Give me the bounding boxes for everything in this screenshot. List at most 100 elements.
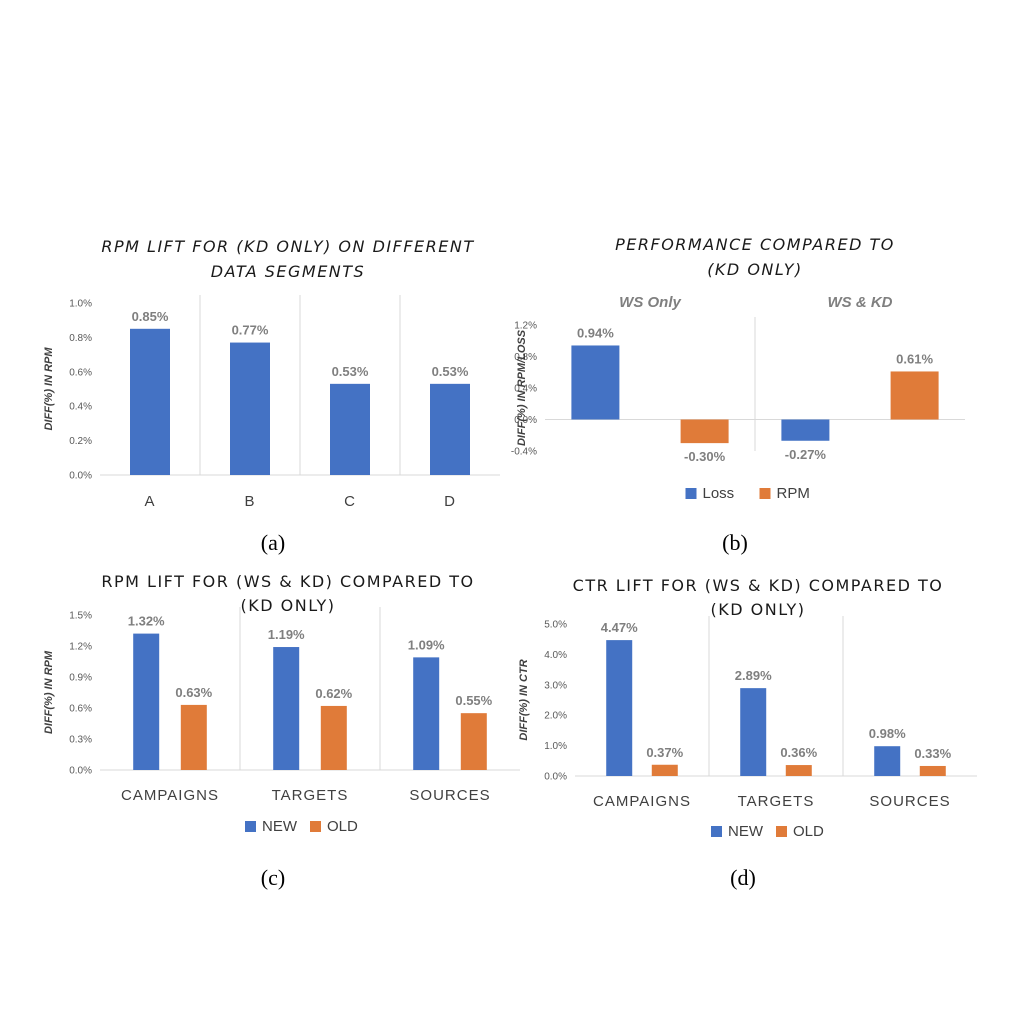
bar-c-0-1 [180,704,207,770]
bar-d-0-1 [651,764,678,776]
y-axis-label: DIFF(%) IN RPM [43,347,55,431]
data-label: 0.33% [914,746,951,761]
x-category-label: A [144,493,155,510]
chart-c-svg: RPM LIFT FOR (WS & KD) COMPARED TO (KD ON… [43,572,520,890]
data-label: 0.77% [232,323,269,338]
x-category-label: C [344,493,356,510]
y-tick-label: 4.0% [544,650,567,661]
chart-title-line: RPM LIFT FOR (WS & KD) COMPARED TO [101,572,474,591]
y-tick-label: 0.0% [69,471,92,482]
group-label: WS Only [619,294,681,311]
data-label: 0.55% [455,693,492,708]
data-label: 2.89% [735,668,772,683]
bar-a-1-0 [230,342,270,475]
y-tick-label: 0.4% [514,384,537,395]
group-label: WS & KD [828,294,893,311]
legend-label: RPM [777,485,810,502]
x-category-label: CAMPAIGNS [593,793,691,810]
figure-caption: (c) [261,865,285,890]
y-axis-label: DIFF(%) IN RPM/LOSS [516,329,528,446]
y-tick-label: 1.0% [69,299,92,310]
bar-c-0-0 [133,633,160,770]
x-category-label: B [244,493,255,510]
bar-d-2-0 [874,746,901,776]
x-category-label: D [444,493,456,510]
figure-caption: (d) [730,865,756,890]
chart-title-line: (KD ONLY) [710,600,805,619]
legend-swatch [310,821,321,832]
bar-c-2-0 [413,657,440,770]
chart-a-svg: RPM LIFT FOR (KD ONLY) ON DIFFERENT DATA … [43,237,500,555]
data-label: 0.53% [432,364,469,379]
y-tick-label: 2.0% [544,711,567,722]
bar-c-2-1 [460,713,487,770]
x-category-label: CAMPAIGNS [121,787,219,804]
y-tick-label: 0.8% [69,333,92,344]
bar-b-0-0 [571,345,620,420]
data-label: 0.94% [577,325,614,340]
legend-swatch [776,826,787,837]
y-tick-label: 0.6% [69,367,92,378]
bar-c-1-0 [273,647,300,770]
bar-c-1-1 [320,705,347,770]
legend-label: NEW [728,823,764,840]
chart-title-line: (KD ONLY) [707,260,803,279]
figure-caption: (b) [722,530,748,555]
y-tick-label: 0.9% [69,673,92,684]
data-label: 1.09% [408,637,445,652]
y-tick-label: 1.0% [544,741,567,752]
y-tick-label: 0.2% [69,436,92,447]
legend-swatch [711,826,722,837]
chart-panel-a: RPM LIFT FOR (KD ONLY) ON DIFFERENT DATA … [30,230,520,560]
legend-label: NEW [262,818,298,835]
chart-panel-c: RPM LIFT FOR (WS & KD) COMPARED TO (KD ON… [30,565,520,895]
y-tick-label: 1.2% [514,321,537,332]
data-label: 0.98% [869,726,906,741]
y-tick-label: 0.0% [544,772,567,783]
figure-caption: (a) [261,530,285,555]
bar-b-0-1 [680,419,729,444]
legend-swatch [245,821,256,832]
data-label: 0.36% [780,745,817,760]
y-tick-label: 0.0% [69,766,92,777]
x-category-label: TARGETS [738,793,815,810]
data-label: 0.63% [175,685,212,700]
data-label: 0.37% [646,745,683,760]
bar-a-0-0 [130,328,170,475]
chart-b-svg: PERFORMANCE COMPARED TO (KD ONLY) -0.4% 0.0… [511,235,965,555]
y-tick-label: 3.0% [544,680,567,691]
data-label: -0.27% [785,447,827,462]
y-tick-label: 0.4% [69,402,92,413]
x-category-label: TARGETS [272,787,349,804]
bar-a-2-0 [330,383,370,475]
bar-b-1-0 [781,419,830,441]
chart-title-line: DATA SEGMENTS [211,262,365,281]
chart-title-line: RPM LIFT FOR (KD ONLY) ON DIFFERENT [101,237,474,256]
legend-label: Loss [703,485,735,502]
y-tick-label: -0.4% [511,447,537,458]
y-tick-label: 0.8% [514,352,537,363]
data-label: -0.30% [684,449,726,464]
chart-panel-b: PERFORMANCE COMPARED TO (KD ONLY) -0.4% 0.0… [505,230,995,560]
x-category-label: SOURCES [409,787,490,804]
bar-d-1-1 [785,765,812,776]
y-axis-label: DIFF(%) IN CTR [518,659,530,740]
y-tick-label: 1.5% [69,611,92,622]
bar-d-0-0 [606,640,633,776]
legend-swatch [759,488,771,499]
legend-swatch [685,488,697,499]
y-axis-label: DIFF(%) IN RPM [43,650,55,734]
data-label: 0.85% [132,309,169,324]
data-label: 0.53% [332,364,369,379]
bar-d-1-0 [740,688,767,776]
y-tick-label: 0.0% [514,415,537,426]
x-category-label: SOURCES [869,793,950,810]
y-tick-label: 1.2% [69,642,92,653]
data-label: 1.19% [268,627,305,642]
chart-title-line: PERFORMANCE COMPARED TO [615,235,895,254]
chart-panel-d: CTR LIFT FOR (WS & KD) COMPARED TO (KD ON… [505,565,995,895]
chart-d-svg: CTR LIFT FOR (WS & KD) COMPARED TO (KD ON… [518,576,977,890]
data-label: 1.32% [128,614,165,629]
y-tick-label: 0.6% [69,704,92,715]
bar-a-3-0 [430,383,470,475]
